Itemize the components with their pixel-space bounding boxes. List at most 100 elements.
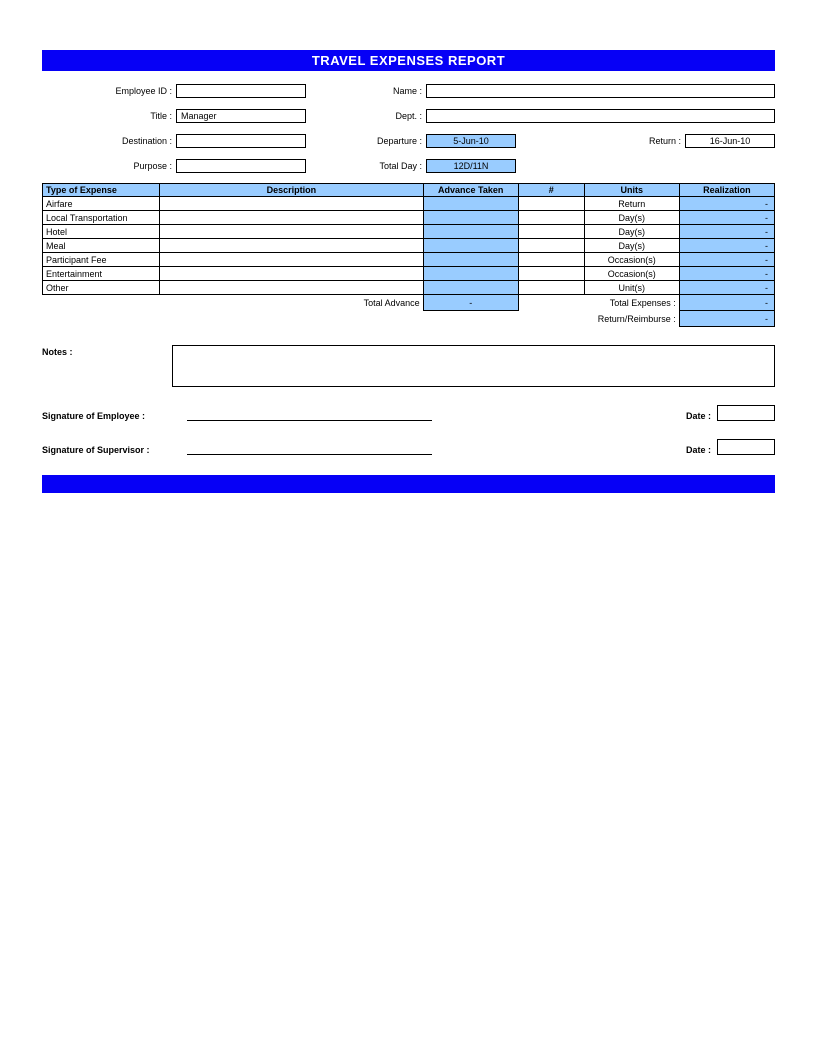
label-notes: Notes : xyxy=(42,345,172,387)
cell-num[interactable] xyxy=(518,267,584,281)
signature-employee-row: Signature of Employee : Date : xyxy=(42,405,775,421)
signature-supervisor-row: Signature of Supervisor : Date : xyxy=(42,439,775,455)
cell-description[interactable] xyxy=(160,197,424,211)
label-name: Name : xyxy=(364,86,426,96)
cell-description[interactable] xyxy=(160,267,424,281)
table-row: Meal Day(s)- xyxy=(43,239,775,253)
field-name[interactable] xyxy=(426,84,775,98)
field-purpose[interactable] xyxy=(176,159,306,173)
cell-type: Other xyxy=(43,281,160,295)
label-return: Return : xyxy=(631,136,685,146)
signature-supervisor-line[interactable] xyxy=(187,454,432,455)
table-row: Entertainment Occasion(s)- xyxy=(43,267,775,281)
cell-type: Meal xyxy=(43,239,160,253)
cell-type: Hotel xyxy=(43,225,160,239)
col-description: Description xyxy=(160,184,424,197)
label-date-supervisor: Date : xyxy=(686,445,717,455)
value-total-expenses: - xyxy=(679,295,774,311)
label-departure: Departure : xyxy=(364,136,426,146)
cell-realization: - xyxy=(679,281,774,295)
expense-table-body: AirfareReturn-Local TransportationDay(s)… xyxy=(43,197,775,295)
label-employee-id: Employee ID : xyxy=(42,86,176,96)
cell-units: Return xyxy=(584,197,679,211)
field-destination[interactable] xyxy=(176,134,306,148)
cell-advance[interactable] xyxy=(423,239,518,253)
label-total-advance: Total Advance xyxy=(160,295,424,311)
field-total-day: 12D/11N xyxy=(426,159,516,173)
cell-realization: - xyxy=(679,267,774,281)
cell-advance[interactable] xyxy=(423,253,518,267)
header-row-2: Title : Manager Dept. : xyxy=(42,108,775,124)
cell-realization: - xyxy=(679,225,774,239)
field-departure[interactable]: 5-Jun-10 xyxy=(426,134,516,148)
field-date-supervisor[interactable] xyxy=(717,439,775,455)
cell-realization: - xyxy=(679,211,774,225)
col-advance: Advance Taken xyxy=(423,184,518,197)
expense-table-head: Type of Expense Description Advance Take… xyxy=(43,184,775,197)
signature-employee-line[interactable] xyxy=(187,420,432,421)
cell-advance[interactable] xyxy=(423,281,518,295)
col-num: # xyxy=(518,184,584,197)
label-signature-supervisor: Signature of Supervisor : xyxy=(42,445,187,455)
table-row: Other Unit(s)- xyxy=(43,281,775,295)
header-section: Employee ID : Name : Title : Manager Dep… xyxy=(42,83,775,174)
cell-description[interactable] xyxy=(160,239,424,253)
header-row-1: Employee ID : Name : xyxy=(42,83,775,99)
label-purpose: Purpose : xyxy=(42,161,176,171)
table-row: Participant FeeOccasion(s)- xyxy=(43,253,775,267)
cell-num[interactable] xyxy=(518,281,584,295)
cell-advance[interactable] xyxy=(423,267,518,281)
label-destination: Destination : xyxy=(42,136,176,146)
cell-num[interactable] xyxy=(518,211,584,225)
table-row: Airfare Return- xyxy=(43,197,775,211)
expense-table: Type of Expense Description Advance Take… xyxy=(42,183,775,327)
cell-num[interactable] xyxy=(518,197,584,211)
value-total-advance: - xyxy=(423,295,518,311)
cell-units: Day(s) xyxy=(584,225,679,239)
field-employee-id[interactable] xyxy=(176,84,306,98)
cell-advance[interactable] xyxy=(423,211,518,225)
cell-advance[interactable] xyxy=(423,197,518,211)
label-dept: Dept. : xyxy=(364,111,426,121)
cell-units: Unit(s) xyxy=(584,281,679,295)
footer-bar xyxy=(42,475,775,493)
field-notes[interactable] xyxy=(172,345,775,387)
cell-description[interactable] xyxy=(160,281,424,295)
cell-description[interactable] xyxy=(160,211,424,225)
notes-section: Notes : xyxy=(42,345,775,387)
cell-units: Occasion(s) xyxy=(584,267,679,281)
table-row: Local Transportation Day(s)- xyxy=(43,211,775,225)
header-row-3: Destination : Departure : 5-Jun-10 Retur… xyxy=(42,133,775,149)
label-total-day: Total Day : xyxy=(364,161,426,171)
col-units: Units xyxy=(584,184,679,197)
cell-type: Entertainment xyxy=(43,267,160,281)
cell-realization: - xyxy=(679,197,774,211)
cell-units: Day(s) xyxy=(584,211,679,225)
cell-units: Occasion(s) xyxy=(584,253,679,267)
cell-advance[interactable] xyxy=(423,225,518,239)
cell-description[interactable] xyxy=(160,225,424,239)
field-date-employee[interactable] xyxy=(717,405,775,421)
header-row-4: Purpose : Total Day : 12D/11N xyxy=(42,158,775,174)
page: TRAVEL EXPENSES REPORT Employee ID : Nam… xyxy=(0,0,817,1057)
cell-num[interactable] xyxy=(518,239,584,253)
expense-summary: Total Advance - Total Expenses : - Retur… xyxy=(43,295,775,327)
cell-type: Airfare xyxy=(43,197,160,211)
cell-num[interactable] xyxy=(518,225,584,239)
field-dept[interactable] xyxy=(426,109,775,123)
label-return-reimburse: Return/Reimburse : xyxy=(584,311,679,327)
title-bar: TRAVEL EXPENSES REPORT xyxy=(42,50,775,71)
cell-num[interactable] xyxy=(518,253,584,267)
cell-description[interactable] xyxy=(160,253,424,267)
field-title[interactable]: Manager xyxy=(176,109,306,123)
value-return-reimburse: - xyxy=(679,311,774,327)
cell-type: Local Transportation xyxy=(43,211,160,225)
col-realization: Realization xyxy=(679,184,774,197)
field-return[interactable]: 16-Jun-10 xyxy=(685,134,775,148)
cell-type: Participant Fee xyxy=(43,253,160,267)
label-date-employee: Date : xyxy=(686,411,717,421)
label-title: Title : xyxy=(42,111,176,121)
label-signature-employee: Signature of Employee : xyxy=(42,411,187,421)
cell-realization: - xyxy=(679,239,774,253)
cell-units: Day(s) xyxy=(584,239,679,253)
